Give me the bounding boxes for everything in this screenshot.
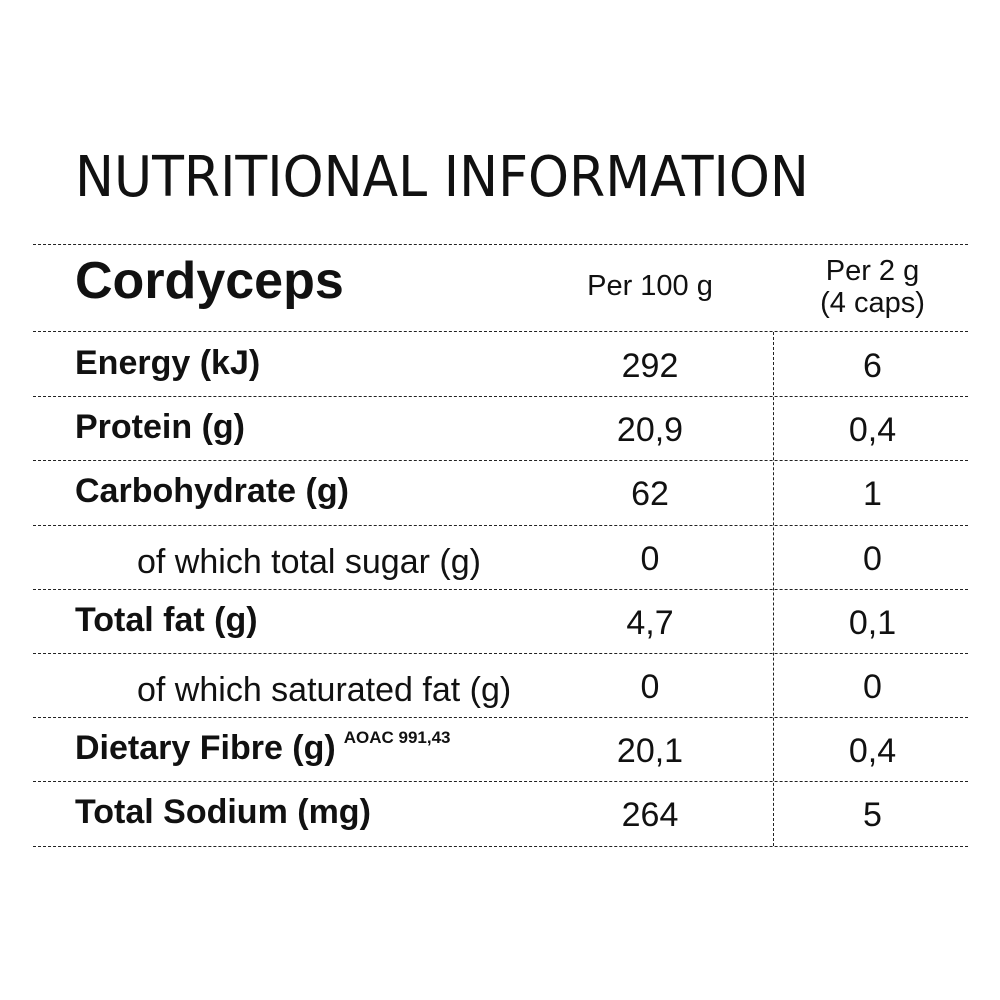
row-divider bbox=[33, 589, 968, 590]
value-per-100g: 62 bbox=[631, 475, 669, 513]
nutrient-name: Protein (g) bbox=[75, 408, 245, 446]
nutrient-label: of which saturated fat (g) bbox=[137, 673, 511, 707]
row-divider bbox=[33, 781, 968, 782]
value-per-100g: 0 bbox=[640, 668, 660, 706]
nutrient-label: Energy (kJ) bbox=[75, 346, 260, 380]
value-per-serving: 6 bbox=[863, 347, 882, 385]
value-per-100g: 0 bbox=[640, 540, 660, 578]
table-row: Carbohydrate (g) 62 1 bbox=[0, 460, 1000, 524]
table-row: Total fat (g) 4,7 0,1 bbox=[0, 589, 1000, 653]
value-per-100g: 4,7 bbox=[626, 604, 674, 642]
nutrient-label: of which total sugar (g) bbox=[137, 545, 481, 579]
value-per-serving: 0,1 bbox=[848, 604, 897, 642]
nutrient-label: Protein (g) bbox=[75, 410, 245, 444]
nutrient-name: Total Sodium (mg) bbox=[75, 793, 371, 831]
row-divider bbox=[33, 846, 968, 847]
value-per-serving: 1 bbox=[863, 475, 882, 513]
nutrient-label: Dietary Fibre (g) AOAC 991,43 bbox=[75, 728, 451, 767]
value-per-100g: 20,1 bbox=[616, 732, 684, 770]
row-divider bbox=[33, 460, 968, 461]
nutrient-method-note: AOAC 991,43 bbox=[343, 728, 451, 747]
nutrient-name: of which total sugar (g) bbox=[137, 543, 481, 581]
value-per-serving: 5 bbox=[863, 796, 882, 834]
divider-top bbox=[33, 244, 968, 245]
column-header-per-100g: Per 100 g bbox=[560, 270, 740, 303]
nutrient-name: of which saturated fat (g) bbox=[137, 671, 512, 709]
column-header-per-serving: Per 2 g (4 caps) bbox=[780, 255, 965, 320]
divider-header bbox=[33, 331, 968, 332]
table-row: of which saturated fat (g) 0 0 bbox=[0, 653, 1000, 717]
column-header-per-100g-label: Per 100 g bbox=[587, 270, 713, 302]
table-row: Total Sodium (mg) 264 5 bbox=[0, 781, 1000, 845]
nutrition-title: NUTRITIONAL INFORMATION bbox=[75, 145, 809, 210]
value-per-serving: 0,4 bbox=[848, 732, 897, 770]
table-row: Protein (g) 20,9 0,4 bbox=[0, 396, 1000, 460]
value-per-serving: 0,4 bbox=[848, 411, 897, 449]
row-divider bbox=[33, 525, 968, 526]
value-per-100g: 20,9 bbox=[616, 411, 684, 449]
row-divider bbox=[33, 653, 968, 654]
table-row: Energy (kJ) 292 6 bbox=[0, 332, 1000, 396]
nutrient-name: Energy (kJ) bbox=[75, 344, 261, 382]
nutrient-name: Carbohydrate (g) bbox=[75, 472, 349, 510]
table-row: of which total sugar (g) 0 0 bbox=[0, 525, 1000, 589]
value-per-100g: 264 bbox=[621, 796, 679, 834]
product-name: Cordyceps bbox=[75, 252, 344, 310]
column-header-per-serving-line1: Per 2 g bbox=[825, 255, 920, 287]
value-per-100g: 292 bbox=[621, 347, 679, 385]
row-divider bbox=[33, 717, 968, 718]
column-header-per-serving-line2: (4 caps) bbox=[820, 286, 925, 319]
nutrient-label: Carbohydrate (g) bbox=[75, 474, 349, 508]
nutrient-name: Dietary Fibre (g) bbox=[75, 729, 336, 767]
nutrient-label: Total fat (g) bbox=[75, 603, 258, 637]
nutrient-name: Total fat (g) bbox=[75, 601, 258, 639]
value-per-serving: 0 bbox=[863, 668, 882, 706]
table-row: Dietary Fibre (g) AOAC 991,43 20,1 0,4 bbox=[0, 717, 1000, 781]
nutrient-label: Total Sodium (mg) bbox=[75, 795, 371, 829]
value-per-serving: 0 bbox=[863, 540, 882, 578]
row-divider bbox=[33, 396, 968, 397]
